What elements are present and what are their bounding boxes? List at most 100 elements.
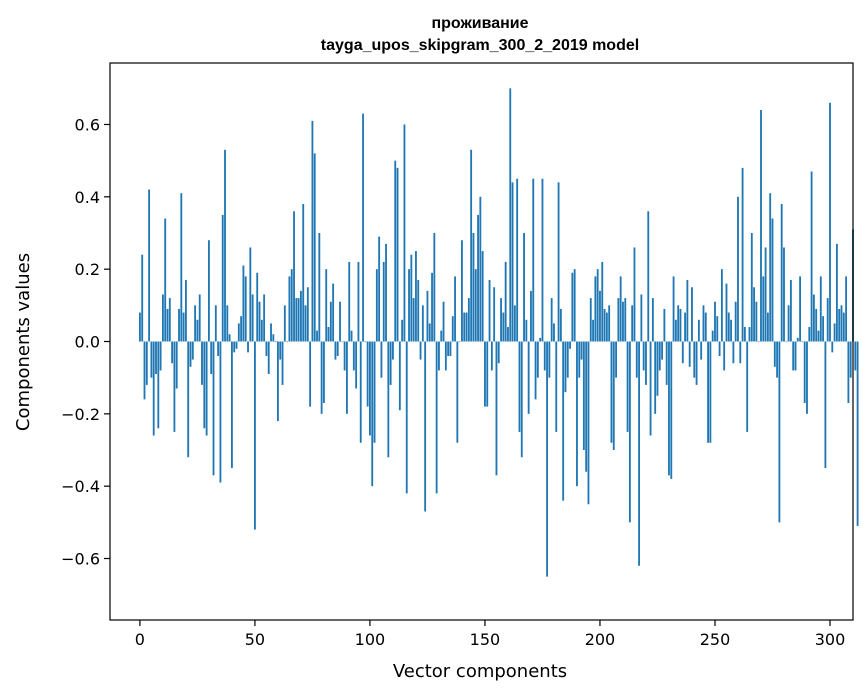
bar	[527, 341, 530, 414]
chart-subtitle: tayga_upos_skipgram_300_2_2019 model	[321, 37, 639, 54]
bar	[272, 334, 275, 342]
bar	[263, 294, 266, 342]
bar	[311, 120, 314, 342]
bar	[320, 341, 323, 414]
bar	[477, 214, 479, 342]
bar	[755, 301, 758, 342]
bar	[201, 341, 203, 385]
bar	[773, 341, 776, 367]
bar	[148, 189, 151, 342]
bar	[359, 341, 362, 443]
bar	[663, 308, 666, 342]
bar	[645, 341, 647, 385]
bar	[842, 312, 845, 342]
bar	[587, 341, 590, 505]
bar	[681, 341, 684, 364]
bar	[569, 341, 571, 349]
bar	[677, 305, 680, 342]
bar	[175, 341, 178, 389]
bar	[573, 269, 576, 342]
bar	[661, 341, 663, 360]
x-tick-label: 250	[700, 630, 731, 649]
bar	[474, 269, 477, 342]
bar	[750, 232, 753, 342]
bar	[743, 327, 746, 342]
bar	[334, 341, 337, 360]
bar	[180, 193, 183, 342]
bar	[610, 341, 613, 443]
bar	[592, 319, 594, 342]
bar	[638, 341, 640, 566]
x-tick-label: 50	[245, 630, 265, 649]
x-axis-label: Vector components	[393, 661, 567, 682]
bar	[691, 287, 693, 342]
bar	[396, 167, 399, 342]
bars-group	[138, 88, 859, 577]
bar	[785, 341, 788, 343]
bar	[714, 301, 716, 342]
bar	[341, 341, 344, 343]
bar	[601, 261, 604, 342]
bar	[762, 276, 765, 342]
bar	[332, 283, 335, 342]
bar	[757, 341, 760, 343]
bar	[456, 341, 459, 443]
bar	[426, 290, 429, 342]
bar	[854, 341, 857, 371]
bar	[323, 341, 325, 403]
bar	[509, 88, 512, 342]
bar	[734, 301, 737, 342]
bar	[297, 298, 300, 342]
bar	[488, 280, 491, 342]
bar	[451, 316, 454, 342]
bar	[484, 341, 486, 407]
bar	[771, 218, 774, 342]
bar	[550, 298, 553, 342]
bar	[826, 298, 829, 342]
bar	[171, 341, 174, 364]
bar	[649, 341, 652, 436]
bar	[769, 193, 772, 342]
bar	[369, 341, 371, 436]
bar	[421, 305, 424, 342]
bar	[504, 261, 507, 342]
bar	[230, 341, 233, 469]
bar	[481, 251, 484, 342]
bar	[150, 341, 153, 378]
bar	[566, 341, 569, 378]
bar	[336, 341, 339, 356]
bar	[270, 323, 272, 342]
bar	[235, 341, 238, 349]
bar	[454, 276, 456, 342]
bar	[173, 341, 176, 432]
bar	[417, 280, 420, 342]
x-tick-label: 0	[135, 630, 145, 649]
bar	[651, 298, 654, 342]
bar	[405, 341, 408, 494]
bar	[352, 341, 355, 371]
bar	[810, 171, 813, 342]
bar	[166, 308, 169, 342]
bar	[258, 301, 261, 342]
bar	[532, 178, 535, 342]
bar	[194, 305, 197, 342]
bar	[295, 298, 298, 342]
bar	[465, 312, 468, 342]
bar	[582, 341, 585, 451]
bar	[497, 341, 500, 364]
bar	[362, 113, 364, 342]
bar	[539, 337, 542, 342]
bar	[815, 308, 818, 342]
bar	[808, 327, 811, 342]
bar	[571, 272, 574, 342]
x-tick-label: 200	[585, 630, 616, 649]
bar	[553, 323, 555, 342]
bar	[856, 341, 859, 526]
bar	[428, 323, 431, 342]
bar	[507, 327, 509, 342]
bar	[143, 341, 146, 400]
bar	[824, 341, 827, 469]
bar	[730, 319, 733, 342]
bar	[267, 341, 270, 375]
bar	[778, 341, 781, 523]
